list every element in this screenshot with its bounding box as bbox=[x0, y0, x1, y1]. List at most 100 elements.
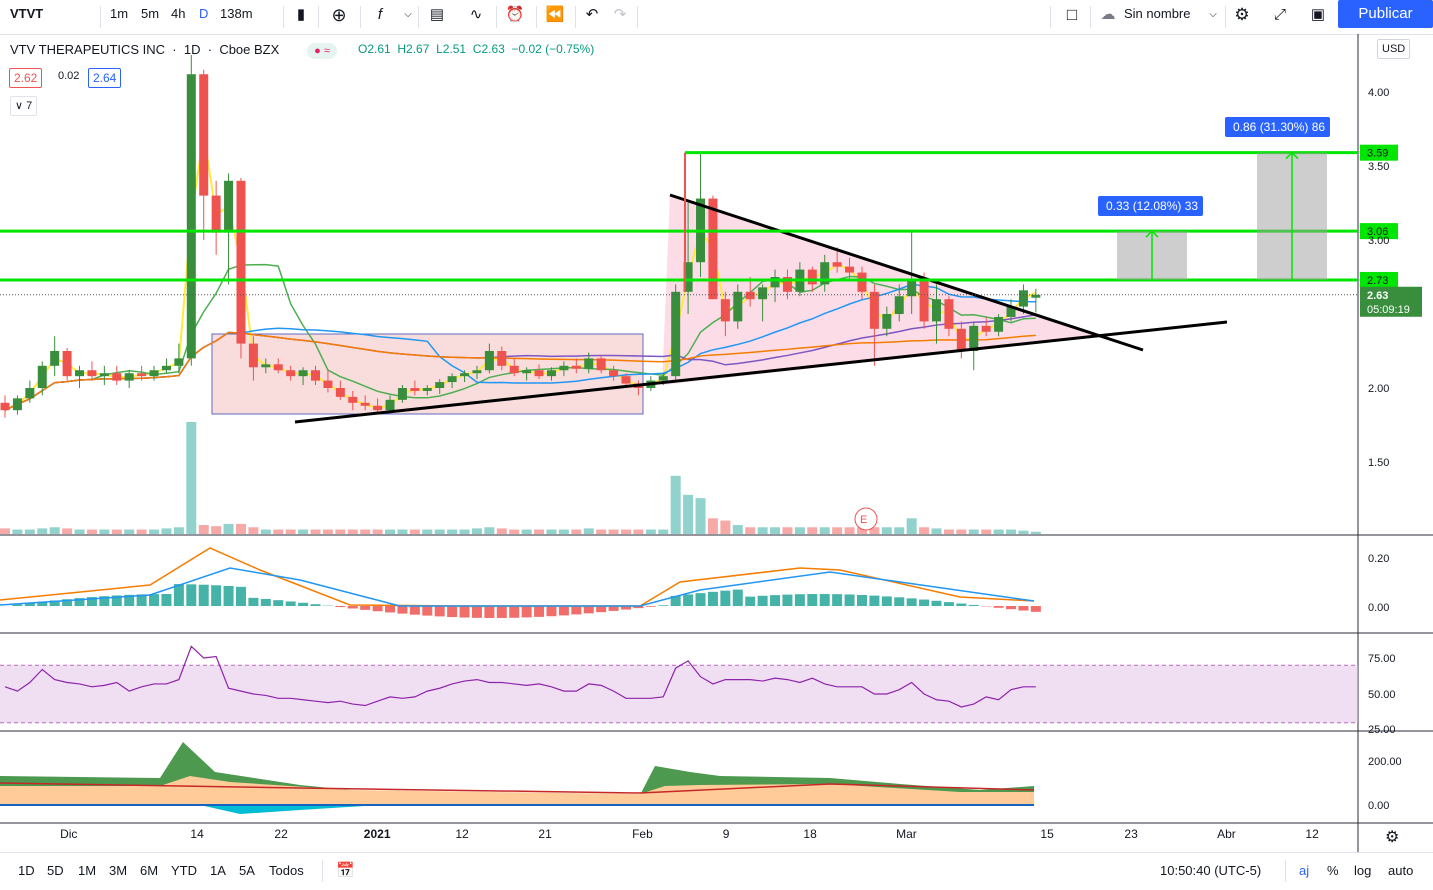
volume-bar bbox=[919, 527, 929, 534]
macd-histogram-bar bbox=[658, 605, 668, 606]
measure-label: 0.33 (12.08%) 33 bbox=[1106, 199, 1198, 213]
candle bbox=[361, 403, 370, 406]
macd-histogram-bar bbox=[174, 584, 184, 606]
volume-bar bbox=[497, 528, 507, 534]
candle bbox=[659, 376, 668, 380]
volume-bar bbox=[559, 530, 569, 534]
candle bbox=[38, 366, 47, 388]
candle bbox=[833, 262, 842, 266]
range-1a[interactable]: 1A bbox=[210, 863, 226, 878]
volume-bar bbox=[658, 530, 668, 534]
candle bbox=[907, 281, 916, 296]
candle bbox=[87, 370, 96, 376]
macd-histogram-bar bbox=[447, 606, 457, 617]
macd-histogram-bar bbox=[571, 606, 581, 614]
volume-bar bbox=[981, 530, 991, 534]
candle bbox=[808, 270, 817, 285]
volume-bar bbox=[969, 530, 979, 534]
candle bbox=[485, 351, 494, 370]
percent-toggle[interactable]: % bbox=[1327, 863, 1339, 878]
price-tick-label: 4.00 bbox=[1368, 87, 1389, 99]
candle bbox=[348, 397, 357, 403]
candle bbox=[857, 273, 866, 292]
range-5d[interactable]: 5D bbox=[47, 863, 64, 878]
spread-value: 0.02 bbox=[58, 70, 79, 82]
legend-title: VTV THERAPEUTICS INC · 1D · Cboe BZX bbox=[10, 42, 279, 57]
volume-bar bbox=[397, 530, 407, 534]
volume-bar bbox=[311, 530, 321, 534]
volume-bar bbox=[25, 530, 35, 534]
volume-bar bbox=[286, 530, 296, 534]
time-tick-label: 15 bbox=[1040, 827, 1054, 841]
volume-bar bbox=[1018, 531, 1028, 534]
volume-bar bbox=[37, 528, 47, 534]
volume-bar bbox=[956, 530, 966, 534]
macd-histogram-bar bbox=[410, 606, 420, 615]
osc-axis-label: 0.00 bbox=[1368, 800, 1389, 812]
range-all[interactable]: Todos bbox=[269, 863, 304, 878]
volume-bar bbox=[87, 530, 97, 534]
candle bbox=[584, 358, 593, 368]
time-tick-label: Feb bbox=[632, 827, 653, 841]
volume-bar bbox=[199, 525, 209, 534]
candle bbox=[1019, 290, 1028, 306]
indicators-toggle[interactable]: ∨ 7 bbox=[10, 96, 37, 116]
time-tick-label: 14 bbox=[190, 827, 204, 841]
macd-histogram-bar bbox=[373, 606, 383, 611]
range-5a[interactable]: 5A bbox=[239, 863, 255, 878]
candle bbox=[25, 388, 34, 398]
candle bbox=[460, 373, 469, 376]
currency-label[interactable]: USD bbox=[1377, 39, 1410, 59]
time-tick-label: 12 bbox=[1305, 827, 1319, 841]
range-6m[interactable]: 6M bbox=[140, 863, 158, 878]
volume-bar bbox=[509, 530, 519, 534]
macd-histogram-bar bbox=[261, 599, 271, 606]
volume-bar bbox=[671, 476, 681, 534]
time-tick-label: 2021 bbox=[364, 827, 391, 841]
volume-bar bbox=[758, 527, 768, 534]
macd-histogram-bar bbox=[435, 606, 445, 616]
macd-histogram-bar bbox=[224, 586, 234, 606]
macd-histogram-bar bbox=[211, 585, 221, 606]
log-toggle[interactable]: log bbox=[1354, 863, 1371, 878]
legend-status-icons[interactable]: ● ≈ bbox=[307, 42, 337, 59]
range-ytd[interactable]: YTD bbox=[171, 863, 197, 878]
auto-toggle[interactable]: auto bbox=[1388, 863, 1413, 878]
volume-bar bbox=[882, 527, 892, 534]
adjust-toggle[interactable]: aj bbox=[1299, 863, 1309, 878]
macd-histogram-bar bbox=[534, 606, 544, 617]
range-1m[interactable]: 1M bbox=[78, 863, 96, 878]
candle bbox=[932, 299, 941, 321]
candle bbox=[236, 181, 245, 344]
candle bbox=[1, 403, 10, 410]
candle bbox=[733, 292, 742, 322]
macd-histogram-bar bbox=[199, 585, 209, 606]
toolbar-divider bbox=[1285, 860, 1286, 882]
candle bbox=[423, 388, 432, 391]
rsi-axis-label: 75.00 bbox=[1368, 653, 1396, 665]
candle bbox=[174, 358, 183, 365]
bid-price[interactable]: 2.62 bbox=[9, 68, 42, 88]
volume-bar bbox=[75, 530, 85, 534]
candle bbox=[187, 74, 196, 358]
volume-bar bbox=[782, 527, 792, 534]
macd-histogram-bar bbox=[149, 594, 159, 606]
goto-date-icon[interactable]: 📅 bbox=[336, 861, 355, 879]
ask-price[interactable]: 2.64 bbox=[88, 68, 121, 88]
volume-bar bbox=[770, 527, 780, 534]
candle bbox=[609, 370, 618, 376]
candle bbox=[398, 388, 407, 400]
rsi-axis-label: 50.00 bbox=[1368, 689, 1396, 701]
range-3m[interactable]: 3M bbox=[109, 863, 127, 878]
volume-bar bbox=[12, 530, 22, 534]
candle bbox=[895, 296, 904, 314]
range-1d[interactable]: 1D bbox=[18, 863, 35, 878]
macd-histogram-bar bbox=[907, 598, 917, 606]
legend-exchange: Cboe BZX bbox=[219, 42, 279, 57]
candle bbox=[944, 299, 953, 329]
volume-bar bbox=[323, 530, 333, 534]
price-tick-label: 3.00 bbox=[1368, 235, 1389, 247]
legend-symbol-name[interactable]: VTV THERAPEUTICS INC bbox=[10, 42, 165, 57]
consolidation-rectangle bbox=[212, 334, 643, 414]
